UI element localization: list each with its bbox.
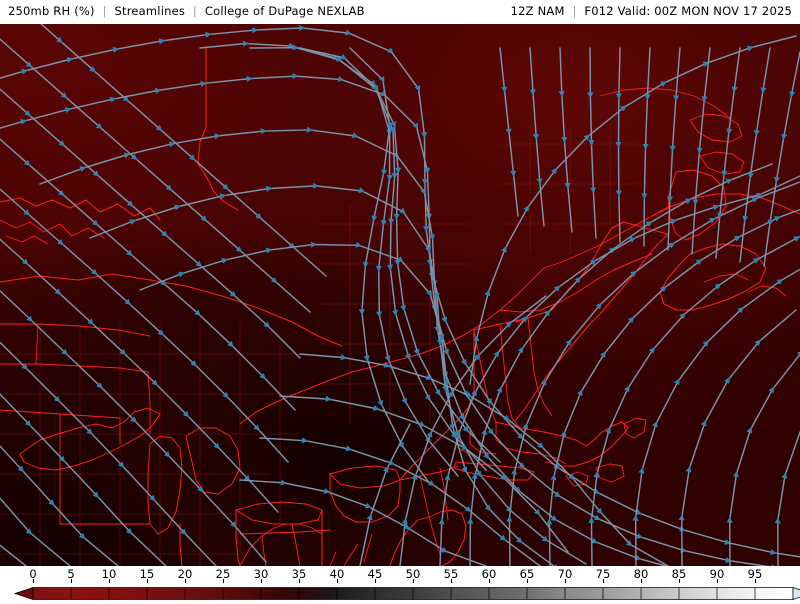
colorbar-tick-mark [413,579,414,583]
colorbar-tick-mark [261,579,262,583]
colorbar-tick-mark [641,579,642,583]
header-bar: 250mb RH (%) | Streamlines | College of … [0,0,800,24]
colorbar-tick-label: 95 [747,567,763,581]
colorbar-tick-mark [33,579,34,583]
colorbar-tick-label: 20 [177,567,193,581]
colorbar-tick-label: 35 [291,567,307,581]
colorbar-tick-label: 10 [101,567,117,581]
model-run-label: 12Z NAM [510,4,565,18]
colorbar-tick-mark [109,579,110,583]
header-separator-3: | [572,4,577,18]
colorbar-area: 0 5 10 15 20 25 30 35 40 45 50 55 60 65 70 75 80 85 90 95 [0,566,800,600]
colorbar-tick-label: 5 [67,567,75,581]
colorbar-tick-mark [185,579,186,583]
colorbar-tick-mark [603,579,604,583]
colorbar-tick-label: 85 [671,567,687,581]
colorbar-tick-label: 90 [709,567,725,581]
colorbar-tick-label: 60 [481,567,497,581]
colorbar-tick-label: 80 [633,567,649,581]
plot-type-label: Streamlines [114,4,186,18]
colorbar-tick-mark [451,579,452,583]
header-separator-1: | [102,4,107,18]
colorbar-tick-mark [489,579,490,583]
colorbar-tick-label: 30 [253,567,269,581]
colorbar-tick-label: 70 [557,567,573,581]
colorbar-tick-labels: 0 5 10 15 20 25 30 35 40 45 50 55 60 65 70 75 80 85 90 95 [0,566,800,583]
map-svg [0,24,800,566]
field-label: 250mb RH (%) [8,4,95,18]
colorbar-tick-label: 15 [139,567,155,581]
colorbar-tick-mark [299,579,300,583]
colorbar-segment-dividers [70,587,756,600]
valid-time-label: F012 Valid: 00Z MON NOV 17 2025 [584,4,792,18]
colorbar-tick-label: 55 [443,567,459,581]
source-label: College of DuPage NEXLAB [204,4,365,18]
map-canvas[interactable] [0,24,800,566]
colorbar-tick-mark [717,579,718,583]
colorbar-tick-label: 65 [519,567,535,581]
colorbar-tick-mark [375,579,376,583]
streamline-field [0,24,800,566]
header-separator-2: | [192,4,197,18]
colorbar-tick-mark [223,579,224,583]
colorbar-tick-mark [337,579,338,583]
colorbar-tick-mark [679,579,680,583]
header-left-text: 250mb RH (%) | Streamlines | College of … [8,4,365,18]
colorbar-tick-mark [527,579,528,583]
colorbar-tick-label: 25 [215,567,231,581]
colorbar [0,585,800,600]
colorbar-tick-mark [565,579,566,583]
colorbar-tick-label: 75 [595,567,611,581]
colorbar-tick-label: 40 [329,567,345,581]
colorbar-tick-mark [147,579,148,583]
colorbar-tick-mark [755,579,756,583]
colorbar-low-extend-arrow [13,587,34,600]
header-right-text: 12Z NAM | F012 Valid: 00Z MON NOV 17 202… [511,4,792,18]
colorbar-tick-mark [71,579,72,583]
colorbar-tick-label: 50 [405,567,421,581]
colorbar-tick-label: 0 [29,567,37,581]
colorbar-svg [13,587,800,600]
colorbar-tick-label: 45 [367,567,383,581]
colorbar-high-extend-arrow [792,587,800,600]
